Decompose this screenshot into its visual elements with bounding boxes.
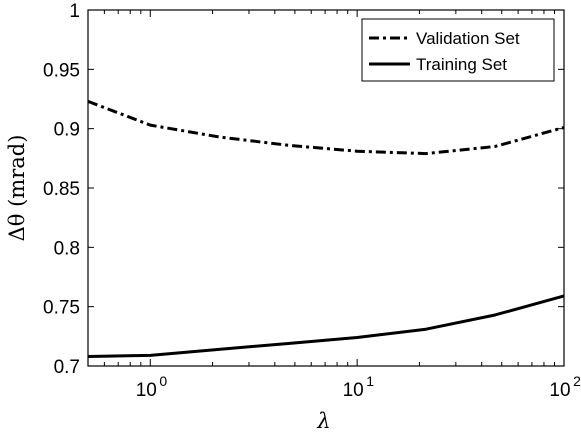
legend: Validation Set Training Set xyxy=(361,18,555,82)
y-tick-label: 0.9 xyxy=(54,120,80,141)
legend-label: Validation Set xyxy=(416,29,520,48)
x-tick-label: 10 0 xyxy=(136,373,168,401)
y-tick-label: 0.75 xyxy=(43,298,80,319)
x-tick-label-base: 10 xyxy=(136,380,157,401)
x-axis-label: λ xyxy=(316,409,330,433)
series-line-validation-set xyxy=(87,99,565,156)
legend-label: Training Set xyxy=(416,55,507,74)
y-tick-label: 0.8 xyxy=(54,238,80,259)
y-tick-label: 0.7 xyxy=(54,357,80,378)
x-tick-label-exponent: 0 xyxy=(159,373,167,389)
y-axis-label: Δθ (mrad) xyxy=(5,135,29,242)
x-tick-label-exponent: 1 xyxy=(366,373,374,389)
series-layer xyxy=(87,99,565,359)
x-tick-label: 10 1 xyxy=(343,373,375,401)
x-tick-label: 10 2 xyxy=(549,373,581,401)
y-tick-label: 0.95 xyxy=(43,60,80,81)
x-tick-label-base: 10 xyxy=(343,380,364,401)
series-line-training-set xyxy=(87,294,565,359)
x-tick-label-exponent: 2 xyxy=(573,373,581,389)
y-tick-label: 1 xyxy=(69,1,80,22)
y-tick-label: 0.85 xyxy=(43,179,80,200)
legend-box xyxy=(361,18,555,82)
x-tick-label-base: 10 xyxy=(549,380,570,401)
